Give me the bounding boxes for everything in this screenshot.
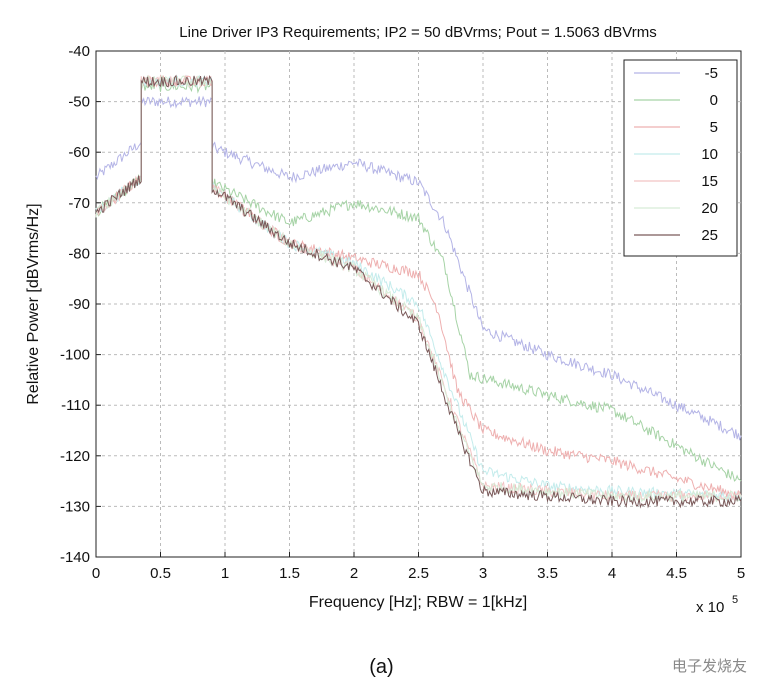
y-tick-label: -70 [68, 195, 90, 212]
y-tick-label: -40 [68, 43, 90, 60]
series-group [95, 74, 742, 509]
x-tick-label: 3.5 [537, 565, 558, 582]
y-tick-label: -80 [68, 245, 90, 262]
legend-label: 20 [701, 200, 718, 217]
x-ticks: 0 0.5 1 1.5 2 2.5 3 3.5 4 4.5 5 [92, 552, 745, 582]
x-exponent-power: 5 [732, 594, 738, 606]
legend-box [623, 59, 738, 257]
series-line-25 [95, 74, 742, 509]
x-tick-label: 2.5 [408, 565, 429, 582]
legend-label: 0 [710, 92, 718, 109]
x-tick-label: 3 [479, 565, 487, 582]
legend-label: 5 [710, 119, 718, 136]
x-tick-label: 1 [221, 565, 229, 582]
series-line--5 [95, 95, 742, 441]
y-tick-label: -100 [60, 347, 90, 364]
figure-caption: (a) [369, 656, 394, 678]
legend: -5 0 5 10 15 20 25 [634, 65, 718, 244]
y-tick-label: -110 [61, 397, 90, 414]
watermark: 电子发烧友 [671, 658, 747, 675]
x-tick-label: 0 [92, 565, 100, 582]
y-axis-label: Relative Power [dBVrms/Hz] [25, 203, 42, 404]
y-tick-label: -120 [60, 448, 90, 465]
series-line-10 [95, 74, 742, 503]
x-tick-label: 1.5 [279, 565, 300, 582]
x-tick-label: 4 [608, 565, 616, 582]
y-tick-label: -140 [60, 549, 90, 566]
x-axis-label: Frequency [Hz]; RBW = 1[kHz] [309, 594, 527, 611]
y-ticks: -40 -50 -60 -70 -80 -90 -100 -110 -120 -130 -140 [60, 43, 101, 566]
chart-title: Line Driver IP3 Requirements; IP2 = 50 d… [179, 24, 656, 41]
legend-label: -5 [705, 65, 718, 82]
y-tick-label: -90 [68, 296, 90, 313]
x-tick-label: 5 [737, 565, 745, 582]
legend-label: 10 [701, 146, 718, 163]
x-tick-label: 2 [350, 565, 358, 582]
x-tick-label: 4.5 [666, 565, 687, 582]
legend-label: 15 [701, 173, 718, 190]
x-tick-label: 0.5 [150, 565, 171, 582]
y-tick-label: -50 [68, 94, 90, 111]
y-tick-label: -130 [60, 498, 90, 515]
x-exponent: x 10 [696, 599, 724, 616]
y-tick-label: -60 [68, 144, 90, 161]
legend-label: 25 [701, 227, 718, 244]
